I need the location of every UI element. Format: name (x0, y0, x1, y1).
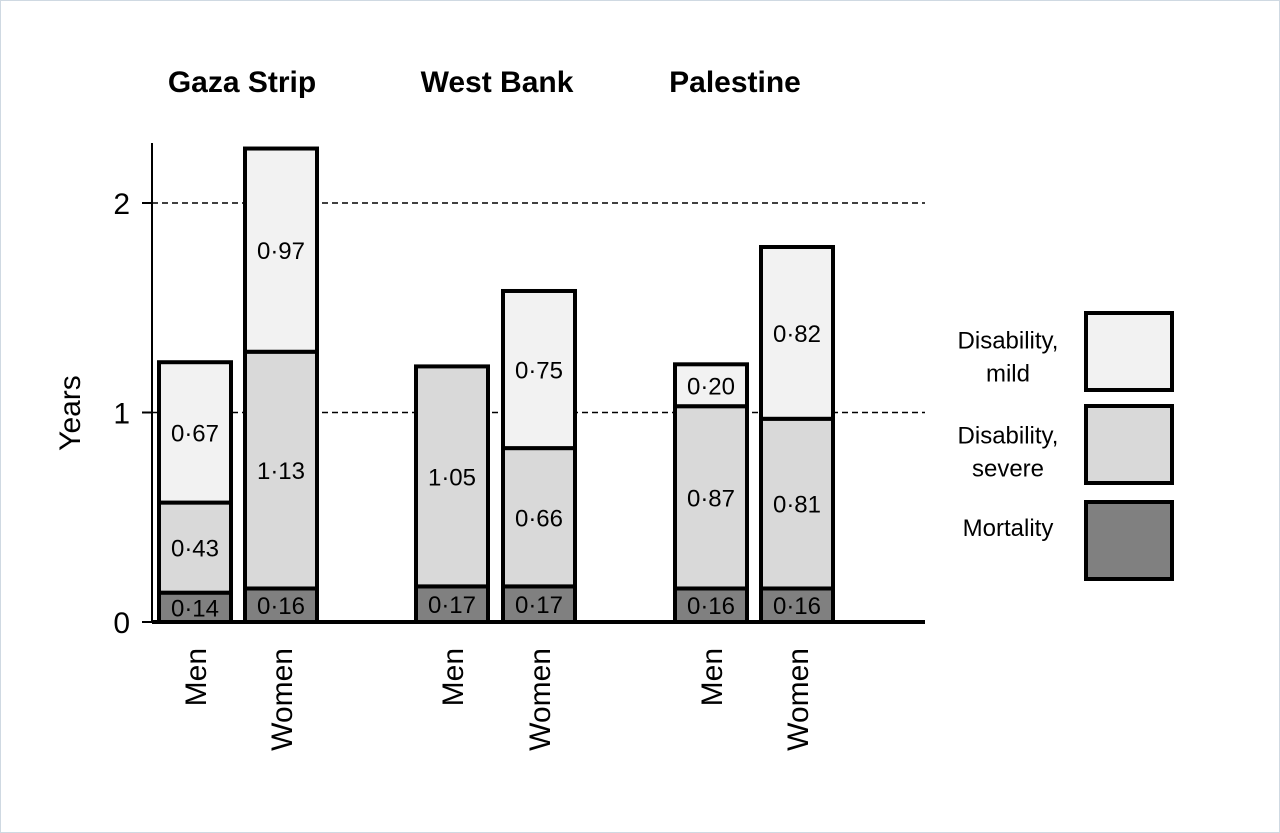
bar-segment (759, 586, 835, 624)
legend-label: Disability, (958, 328, 1059, 355)
data-label: 1·13 (257, 458, 305, 485)
bar-segment (157, 360, 233, 505)
y-tick-label: 2 (113, 188, 130, 221)
group-title: West Bank (421, 66, 574, 99)
bar-segment (414, 364, 490, 589)
category-label: Men (437, 648, 470, 706)
category-label: Men (180, 648, 213, 706)
legend-label: Disability, (958, 423, 1059, 450)
data-label: 0·17 (515, 592, 563, 619)
category-label: Men (696, 648, 729, 706)
data-label: 0·87 (687, 485, 735, 512)
legend-label: severe (972, 456, 1044, 483)
data-label: 0·67 (171, 420, 219, 447)
legend-swatch (1084, 500, 1174, 581)
category-label: Women (524, 648, 557, 751)
bar-segment (759, 416, 835, 591)
y-axis-title: Years (54, 375, 87, 451)
data-label: 0·81 (773, 492, 821, 519)
data-label: 0·14 (171, 595, 219, 622)
data-label: 0·16 (687, 593, 735, 620)
data-label: 0·82 (773, 321, 821, 348)
category-label: Women (266, 648, 299, 751)
y-tick-label: 1 (113, 398, 130, 431)
legend-swatch (1084, 311, 1174, 392)
legend-label: mild (986, 361, 1030, 388)
bar-segment (673, 362, 749, 409)
data-label: 0·43 (171, 536, 219, 563)
data-label: 0·66 (515, 505, 563, 532)
group-title: Gaza Strip (168, 66, 316, 99)
category-label: Women (782, 648, 815, 751)
data-label: 0·16 (773, 593, 821, 620)
bar-segment (673, 404, 749, 591)
bar-segment (243, 586, 319, 624)
group-title: Palestine (669, 66, 801, 99)
data-label: 0·97 (257, 238, 305, 265)
data-label: 0·17 (428, 592, 476, 619)
data-label: 0·20 (687, 373, 735, 400)
bar-segment (243, 146, 319, 354)
bar-segment (759, 244, 835, 421)
data-label: 0·75 (515, 358, 563, 385)
legend-label: Mortality (963, 515, 1054, 542)
y-tick-label: 0 (113, 607, 130, 640)
bar-segment (501, 288, 577, 451)
legend-swatch (1084, 404, 1174, 485)
data-label: 0·16 (257, 593, 305, 620)
data-label: 1·05 (428, 464, 476, 491)
